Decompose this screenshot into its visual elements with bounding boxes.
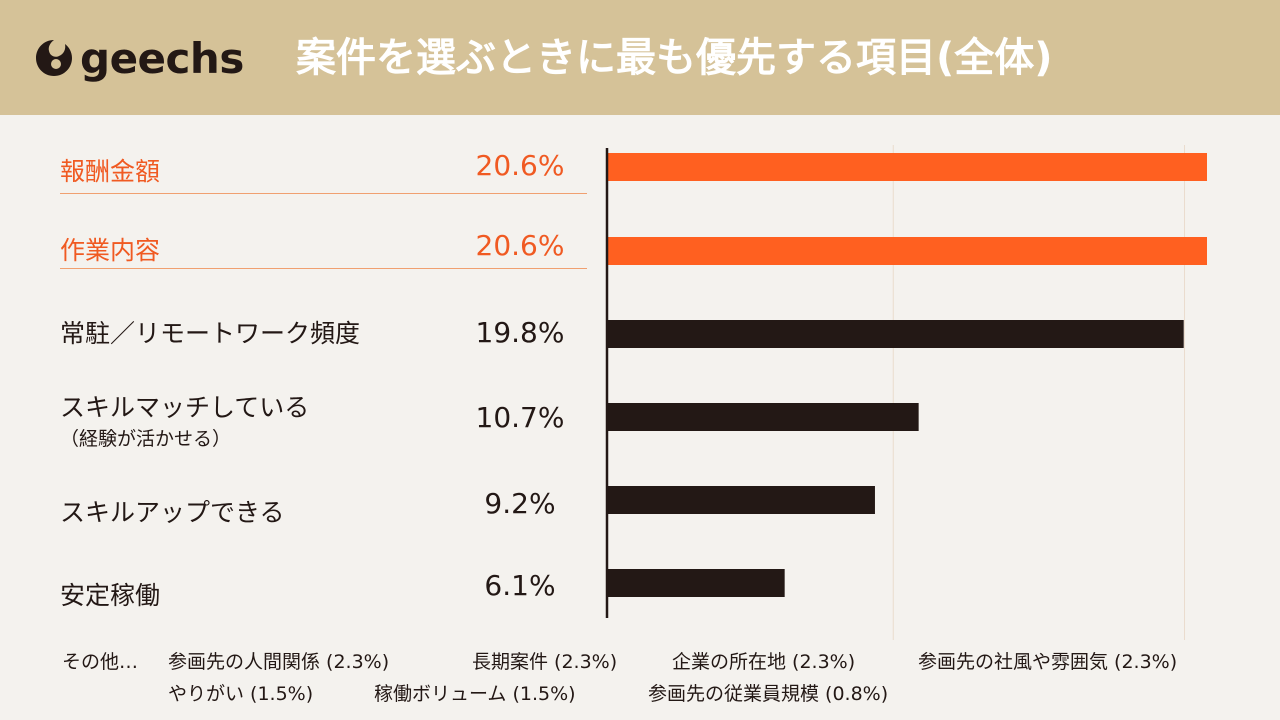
geechs-logo-icon [36,40,72,76]
logo-text: geechs [80,33,244,83]
bar-0 [607,153,1207,181]
footnote-item-5: 稼働ボリューム (1.5%) [374,683,576,705]
highlight-underline-0 [60,193,587,194]
bar-4 [607,486,875,514]
category-label-2: 常駐／リモートワーク頻度 [60,319,361,348]
footnote-item-4: やりがい (1.5%) [168,683,314,705]
value-label-5: 6.1% [484,569,556,602]
bar-1 [607,237,1207,265]
category-sublabel-3: （経験が活かせる） [60,428,232,450]
highlight-underline-1 [60,268,587,269]
geechs-logo: geechs [32,30,244,86]
footnote-item-6: 参画先の従業員規模 (0.8%) [648,683,889,705]
page-title: 案件を選ぶときに最も優先する項目(全体) [296,35,1053,81]
category-label-5: 安定稼働 [60,581,161,610]
bar-2 [607,320,1184,348]
footnote-item-3: 参画先の社風や雰囲気 (2.3%) [918,651,1178,673]
footnote-item-1: 長期案件 (2.3%) [472,651,618,673]
category-label-4: スキルアップできる [60,498,285,527]
bar-3 [607,403,919,431]
category-label-0: 報酬金額 [60,157,161,186]
value-label-0: 20.6% [475,149,565,182]
value-label-1: 20.6% [475,229,565,262]
footnote-item-0: 参画先の人間関係 (2.3%) [168,651,390,673]
value-label-3: 10.7% [475,401,565,434]
category-label-1: 作業内容 [60,236,161,265]
value-label-4: 9.2% [484,487,556,520]
bar-5 [607,569,785,597]
footnote-item-2: 企業の所在地 (2.3%) [672,651,856,673]
value-label-2: 19.8% [475,316,565,349]
header-bar: geechs 案件を選ぶときに最も優先する項目(全体) [0,0,1280,115]
footnote-prefix: その他… [62,651,139,673]
category-label-3: スキルマッチしている [60,393,310,422]
